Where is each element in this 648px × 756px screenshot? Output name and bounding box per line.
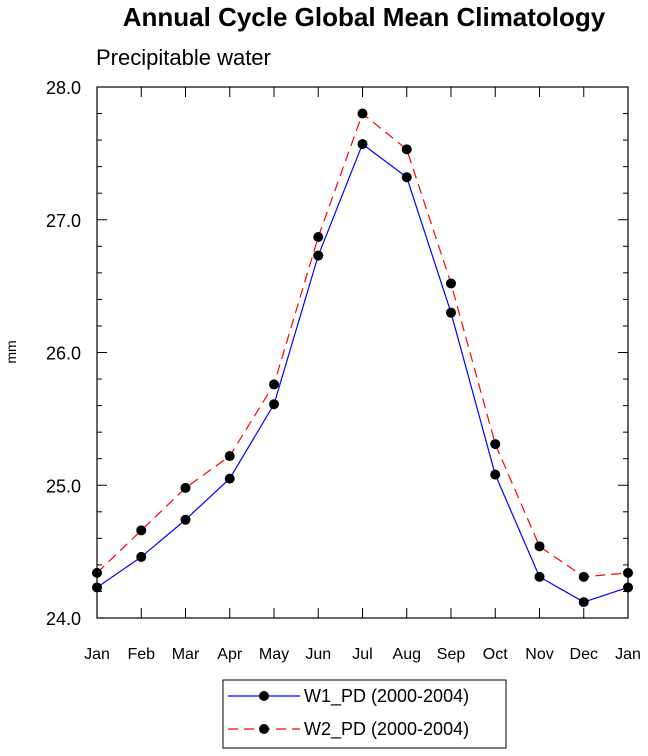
series-1-point	[180, 514, 191, 525]
x-tick-label: Nov	[525, 646, 553, 663]
series-line-2	[96, 112, 629, 578]
series-1-point	[534, 571, 545, 582]
y-tick-label: 27.0	[46, 211, 81, 231]
series-2-point	[401, 144, 412, 155]
x-tick-label: Dec	[570, 646, 598, 663]
chart-subtitle: Precipitable water	[96, 45, 271, 70]
series-layer	[92, 108, 633, 608]
x-tick-label: Apr	[217, 646, 243, 663]
series-2-point	[490, 439, 501, 450]
y-tick-label: 24.0	[46, 609, 81, 629]
series-2-point	[313, 232, 324, 243]
series-2-point	[446, 278, 456, 289]
series-2-point	[269, 379, 279, 390]
series-1-point	[92, 582, 102, 593]
series-2-point	[623, 567, 633, 578]
series-1-point	[578, 597, 589, 608]
series-2-point	[357, 108, 368, 119]
chart-title: Annual Cycle Global Mean Climatology	[123, 2, 606, 32]
series-1-point	[269, 399, 279, 410]
y-tick-label: 28.0	[46, 78, 81, 98]
axis-ticks: Jan Feb Mar Apr May Jun Jul Aug Sep Oct Nov Dec Jan2…	[46, 78, 641, 663]
series-line-1	[96, 143, 629, 603]
y-axis-label: mm	[3, 340, 19, 363]
series-1-point	[490, 469, 501, 480]
legend-marker-w2	[259, 724, 269, 734]
series-2-point	[92, 567, 102, 578]
legend-label-w2: W2_PD (2000-2004)	[304, 719, 469, 740]
series-2-point	[224, 451, 235, 462]
plot-frame	[96, 86, 629, 619]
x-tick-label: May	[259, 646, 289, 663]
series-1-point	[224, 473, 235, 484]
x-tick-label: Jul	[352, 646, 372, 663]
series-2-point	[180, 482, 191, 493]
x-tick-label: Feb	[127, 646, 155, 663]
y-tick-label: 26.0	[46, 344, 81, 364]
legend-label-w1: W1_PD (2000-2004)	[304, 686, 469, 707]
x-tick-label: Oct	[483, 646, 508, 663]
x-tick-label: Aug	[393, 646, 421, 663]
series-1-point	[357, 139, 368, 150]
series-1-point	[136, 551, 147, 562]
x-tick-label: Jan	[615, 646, 641, 663]
series-1-point	[401, 172, 412, 183]
legend: W1_PD (2000-2004) W2_PD (2000-2004)	[222, 679, 507, 749]
series-2-point	[136, 525, 147, 536]
x-tick-label: Sep	[437, 646, 466, 663]
legend-box	[222, 679, 507, 749]
y-tick-label: 25.0	[46, 476, 81, 496]
x-tick-label: Jan	[84, 646, 110, 663]
series-1-point	[446, 307, 456, 318]
x-tick-label: Jun	[305, 646, 331, 663]
x-tick-label: Mar	[172, 646, 200, 663]
legend-marker-w1	[259, 691, 269, 701]
series-2-point	[534, 541, 545, 552]
series-2-point	[578, 571, 589, 582]
series-1-point	[623, 582, 633, 593]
series-1-point	[313, 250, 324, 261]
